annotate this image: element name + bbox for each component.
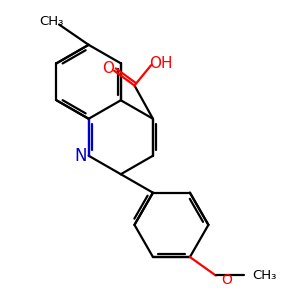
Text: CH₃: CH₃ [252,269,277,282]
Text: OH: OH [149,56,172,71]
Text: O: O [221,273,232,287]
Text: CH₃: CH₃ [39,15,64,28]
Text: O: O [102,61,114,76]
Text: N: N [75,147,87,165]
